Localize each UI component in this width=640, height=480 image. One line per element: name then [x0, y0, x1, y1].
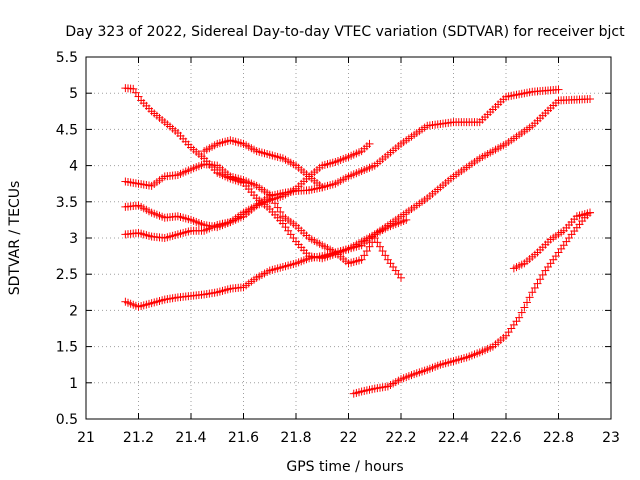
- x-tick-label: 21.6: [228, 430, 259, 446]
- data-point: [517, 308, 526, 317]
- data-point: [381, 251, 390, 260]
- data-point: [528, 288, 537, 297]
- data-point: [273, 203, 282, 212]
- x-tick-label: 21.4: [175, 430, 206, 446]
- x-tick-label: 22.8: [543, 430, 574, 446]
- y-axis-label: SDTVAR / TECUs: [7, 181, 23, 296]
- y-axis-ticks: 0.5 1 1.5 2 2.5 3 3.5 4 4.5 5 5.5: [56, 50, 611, 428]
- x-tick-label: 21: [77, 430, 95, 446]
- data-point: [376, 242, 384, 251]
- data-point: [276, 207, 285, 216]
- data-point: [365, 139, 374, 148]
- data-point: [357, 255, 366, 264]
- data-point: [373, 238, 382, 247]
- x-tick-label: 23: [602, 430, 620, 446]
- data-point: [318, 183, 327, 192]
- data-point: [525, 293, 534, 302]
- y-tick-label: 4.5: [56, 122, 78, 138]
- data-point: [362, 247, 371, 256]
- x-tick-label: 21.2: [123, 430, 154, 446]
- y-tick-label: 5: [69, 86, 78, 102]
- x-tick-label: 22.4: [438, 430, 469, 446]
- data-point: [586, 94, 594, 103]
- x-tick-label: 22.2: [385, 430, 416, 446]
- data-point: [515, 313, 524, 322]
- x-axis-ticks: 21 21.2 21.4 21.6 21.8 22 22.2 22.4 22.6 22.8 23: [77, 57, 620, 446]
- x-tick-label: 21.8: [280, 430, 311, 446]
- data-points: [121, 84, 594, 398]
- y-tick-label: 3.5: [56, 195, 78, 211]
- data-point: [586, 208, 594, 217]
- x-axis-label: GPS time / hours: [286, 459, 403, 475]
- data-point: [538, 270, 547, 279]
- data-point: [360, 251, 369, 260]
- y-tick-label: 5.5: [56, 50, 78, 66]
- data-point: [378, 247, 387, 256]
- y-tick-label: 1: [69, 376, 78, 392]
- y-tick-label: 3: [69, 231, 78, 247]
- data-point: [520, 303, 529, 312]
- data-point: [554, 85, 563, 94]
- data-point: [536, 275, 545, 284]
- y-tick-label: 0.5: [56, 412, 78, 428]
- data-point: [397, 273, 405, 282]
- x-tick-label: 22.6: [490, 430, 521, 446]
- data-point: [523, 298, 531, 307]
- y-tick-label: 2: [69, 303, 78, 319]
- y-tick-label: 1.5: [56, 340, 78, 356]
- chart-title: Day 323 of 2022, Sidereal Day-to-day VTE…: [65, 24, 625, 40]
- data-point: [530, 283, 539, 292]
- data-point: [402, 215, 411, 224]
- y-tick-label: 4: [69, 159, 78, 175]
- x-tick-label: 22: [340, 430, 358, 446]
- data-point: [533, 279, 542, 288]
- y-tick-label: 2.5: [56, 267, 78, 283]
- data-point: [365, 242, 374, 251]
